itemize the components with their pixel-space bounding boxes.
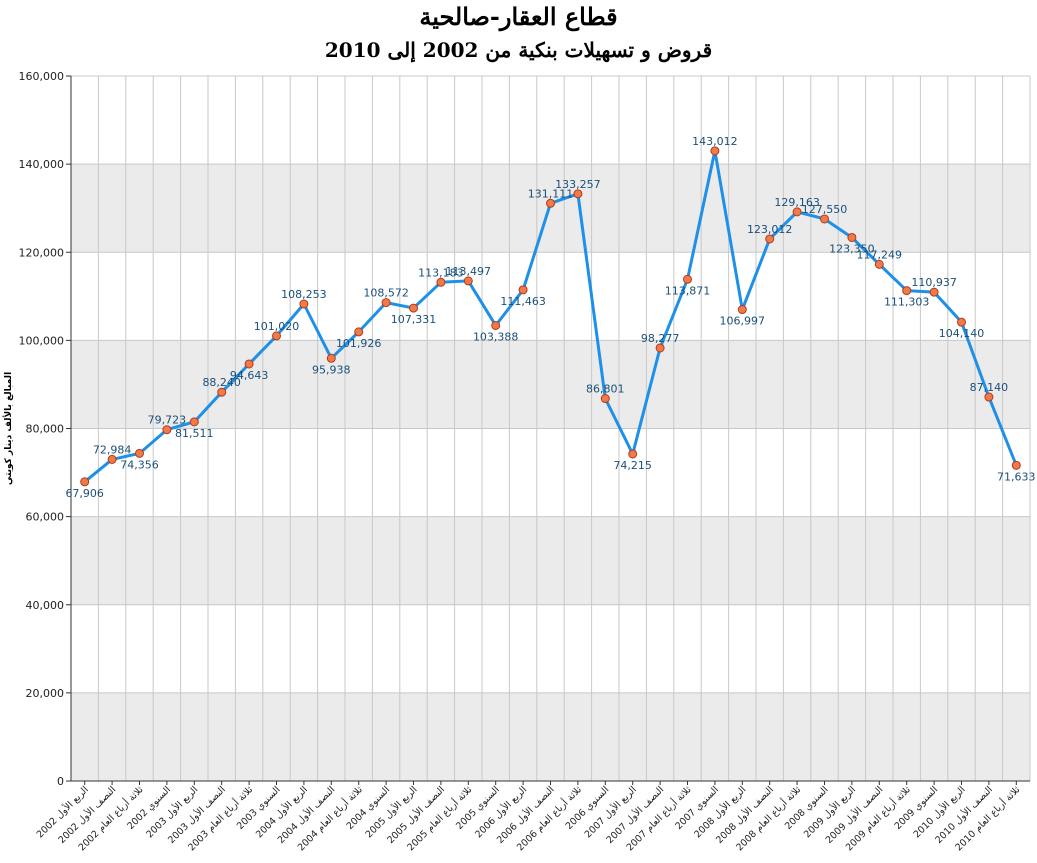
data-point	[765, 234, 775, 244]
y-axis-label: المبالغ بالألف دينار كويتي	[2, 372, 14, 485]
data-point	[655, 343, 665, 353]
y-tick-label: 140,000	[19, 158, 65, 171]
data-point	[957, 317, 966, 327]
data-point	[354, 327, 364, 337]
data-point	[1011, 460, 1021, 470]
y-tick-label: 120,000	[19, 246, 65, 259]
y-tick-label: 40,000	[26, 599, 65, 612]
y-tick-label: 60,000	[26, 511, 65, 524]
data-label: 111,463	[500, 295, 546, 308]
data-label: 106,997	[720, 315, 766, 328]
data-label: 113,871	[665, 284, 711, 297]
data-label: 131,111	[528, 187, 574, 200]
data-point	[436, 277, 446, 287]
data-point	[272, 331, 281, 341]
data-label: 79,723	[148, 414, 187, 427]
data-label: 123,012	[747, 223, 793, 236]
grid-band	[71, 516, 1030, 605]
data-point	[409, 303, 418, 313]
data-label: 108,572	[363, 287, 409, 300]
data-point	[162, 425, 172, 435]
data-label: 94,643	[230, 369, 269, 382]
data-label: 110,937	[911, 276, 957, 289]
chart-title: قطاع العقار-صالحية	[419, 2, 618, 31]
data-point	[737, 305, 747, 315]
data-label: 101,926	[336, 337, 382, 350]
data-point	[573, 189, 583, 199]
data-label: 123,350	[829, 242, 875, 255]
data-point	[491, 320, 501, 330]
data-point	[217, 387, 227, 397]
y-tick-label: 20,000	[26, 687, 65, 700]
data-point	[189, 417, 199, 427]
data-point	[874, 259, 884, 269]
y-tick-label: 100,000	[19, 334, 65, 347]
data-point	[984, 392, 994, 402]
data-label: 143,012	[692, 135, 738, 148]
data-label: 103,388	[473, 330, 519, 343]
y-tick-label: 80,000	[26, 423, 65, 436]
data-point	[792, 207, 802, 217]
data-point	[107, 454, 117, 464]
data-label: 72,984	[93, 443, 132, 456]
data-label: 98,277	[641, 332, 680, 345]
data-point	[135, 448, 144, 458]
data-label: 129,163	[774, 196, 820, 209]
data-label: 113,497	[446, 265, 492, 278]
data-point	[463, 276, 473, 286]
data-point	[847, 232, 857, 242]
data-point	[710, 146, 720, 156]
data-label: 67,906	[65, 487, 104, 500]
data-label: 87,140	[970, 381, 1009, 394]
data-label: 127,550	[802, 203, 848, 216]
data-label: 74,356	[120, 458, 159, 471]
data-point	[244, 359, 254, 369]
data-label: 107,331	[391, 313, 437, 326]
data-point	[518, 285, 528, 295]
data-point	[683, 274, 692, 284]
data-point	[902, 286, 912, 296]
data-point	[381, 298, 391, 308]
data-label: 104,140	[939, 327, 985, 340]
y-tick-label: 160,000	[19, 70, 65, 83]
data-point	[546, 198, 555, 208]
grid-band	[71, 692, 1030, 781]
y-tick-label: 0	[57, 775, 64, 788]
data-label: 86,801	[586, 383, 625, 396]
data-point	[326, 353, 336, 363]
data-point	[299, 299, 309, 309]
data-label: 117,249	[857, 248, 903, 261]
data-label: 71,633	[997, 470, 1036, 483]
chart-subtitle: قروض و تسهيلات بنكية من 2002 إلى 2010	[324, 38, 713, 62]
data-point	[80, 477, 90, 487]
data-point	[929, 287, 939, 297]
data-point	[600, 394, 610, 404]
data-label: 95,938	[312, 363, 351, 376]
data-point	[820, 214, 829, 224]
data-label: 74,215	[613, 459, 652, 472]
data-label: 133,257	[555, 178, 601, 191]
data-label: 108,253	[281, 288, 327, 301]
data-label: 81,511	[175, 427, 214, 440]
data-label: 88,240	[202, 376, 241, 389]
data-label: 101,020	[254, 320, 300, 333]
data-label: 111,303	[884, 296, 930, 309]
data-label: 113,183	[418, 266, 464, 279]
data-point	[628, 449, 638, 459]
